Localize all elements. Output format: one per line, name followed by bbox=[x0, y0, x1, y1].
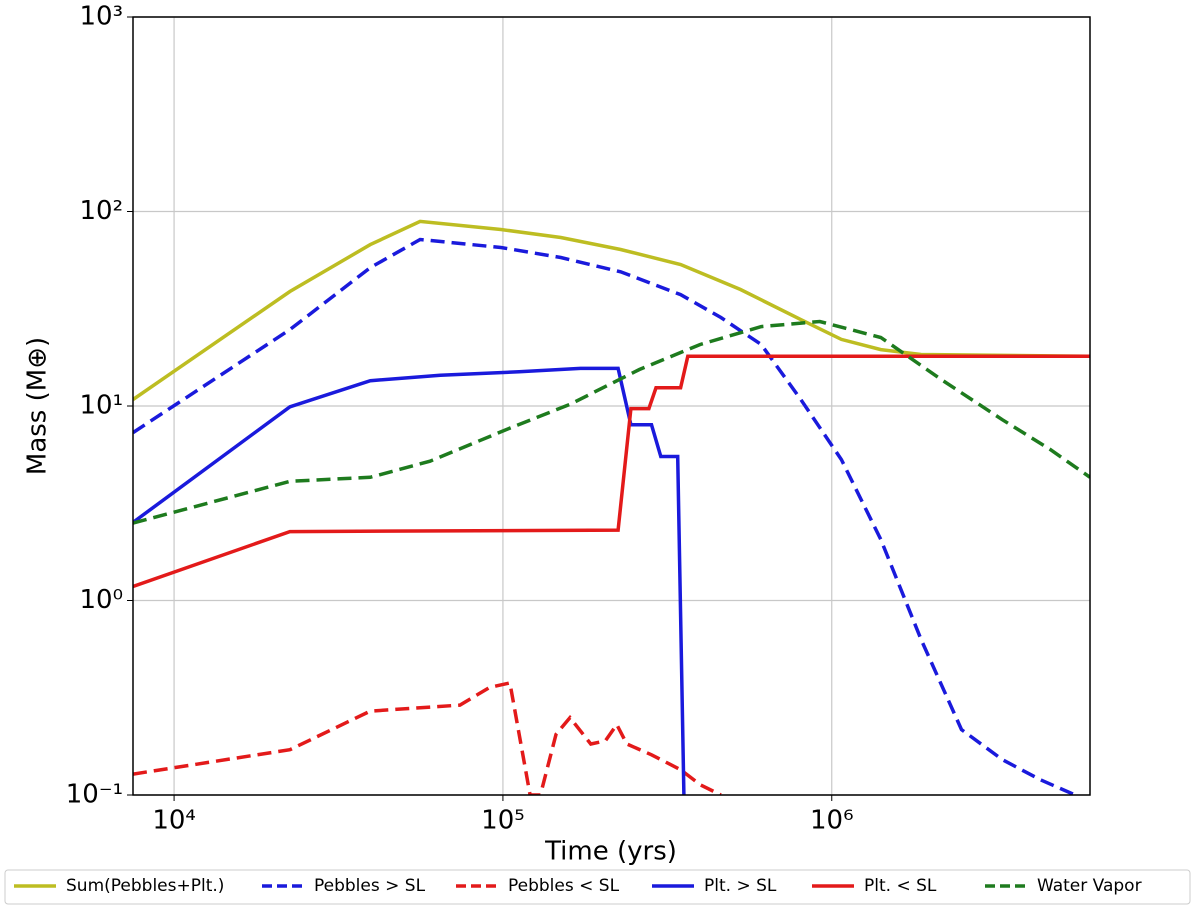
y-axis-label: Mass (M⊕) bbox=[23, 337, 53, 475]
legend-box bbox=[4, 869, 1191, 905]
y-tick-label: 10⁻¹ bbox=[66, 780, 123, 810]
x-tick-label: 10⁵ bbox=[481, 806, 525, 836]
x-tick-label: 10⁶ bbox=[810, 806, 854, 836]
y-tick-label: 10² bbox=[79, 196, 123, 226]
legend-label: Water Vapor bbox=[1037, 876, 1142, 896]
legend-label: Sum(Pebbles+Plt.) bbox=[66, 876, 224, 896]
series-line bbox=[133, 237, 1076, 795]
grid bbox=[133, 16, 1090, 796]
plot-lines bbox=[133, 219, 1090, 795]
series-line bbox=[133, 366, 686, 795]
y-tick-label: 10¹ bbox=[79, 391, 123, 421]
x-axis-label: Time (yrs) bbox=[544, 837, 677, 867]
legend-label: Pebbles < SL bbox=[508, 876, 620, 896]
y-tick-label: 10³ bbox=[79, 2, 123, 32]
series-line bbox=[133, 680, 722, 795]
series-line bbox=[133, 219, 1090, 401]
legend-label: Plt. > SL bbox=[704, 876, 777, 896]
legend-label: Pebbles > SL bbox=[314, 876, 426, 896]
legend: Sum(Pebbles+Plt.) Pebbles > SL Pebbles < S… bbox=[14, 876, 1142, 896]
series-line bbox=[133, 319, 1090, 525]
y-tick-label: 10⁰ bbox=[79, 585, 123, 615]
x-tick-label: 10⁴ bbox=[152, 806, 196, 836]
legend-label: Plt. < SL bbox=[864, 876, 937, 896]
series-line bbox=[133, 354, 1090, 589]
